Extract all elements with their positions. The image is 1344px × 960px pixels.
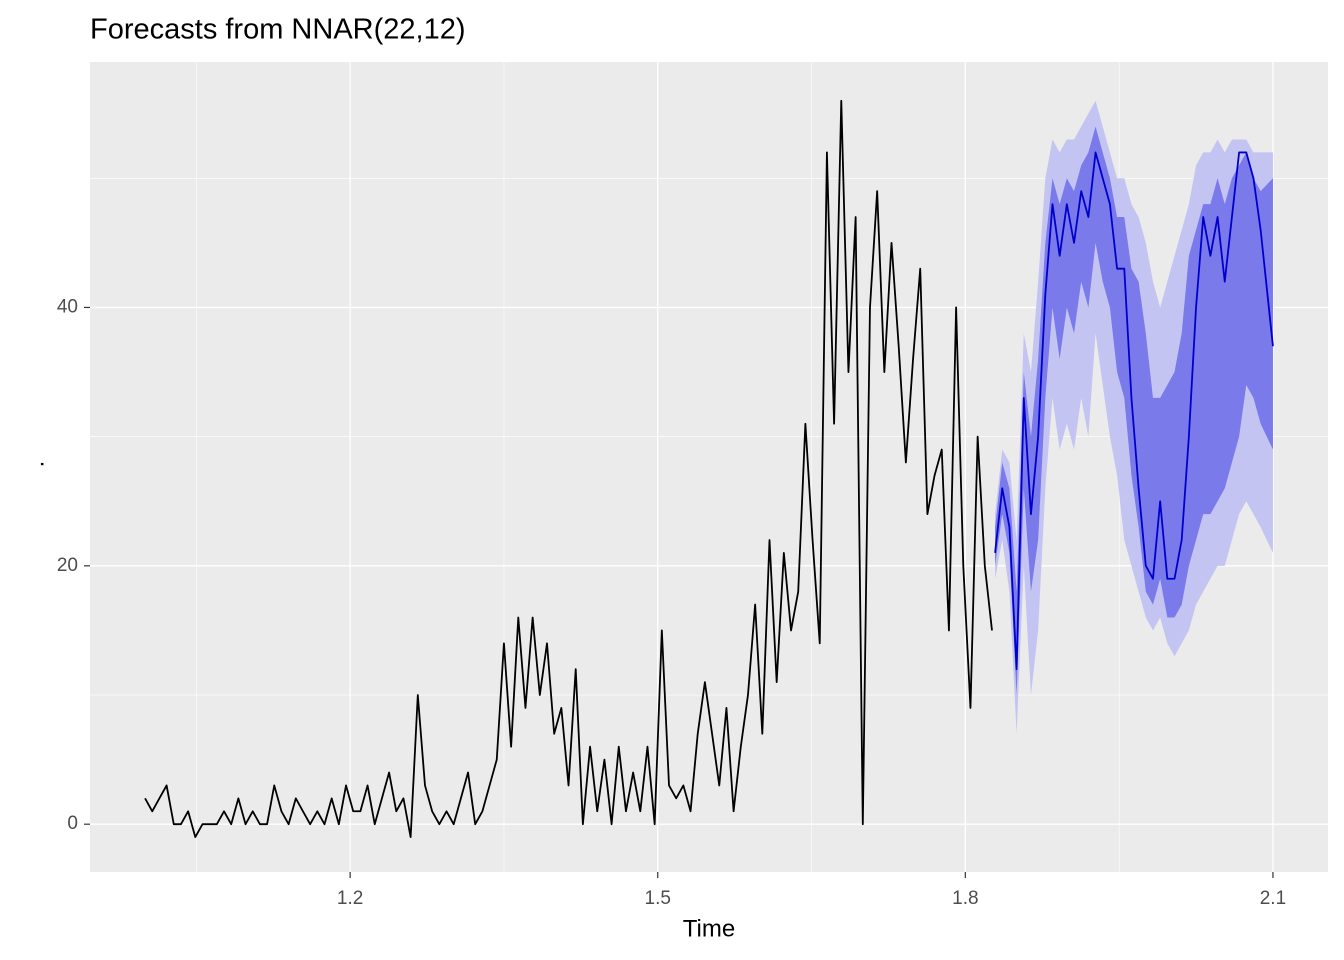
series-line xyxy=(994,151,1274,671)
marks xyxy=(144,99,1274,839)
x-tick-label: 1.2 xyxy=(337,888,363,909)
x-tick-label: 2.1 xyxy=(1260,888,1286,909)
x-tick-label: 1.5 xyxy=(645,888,671,909)
labels: 1.2 1.5 1.8 2.1 0 20 40 xyxy=(57,296,1286,909)
y-tick-label: 0 xyxy=(67,813,78,834)
prediction-band xyxy=(995,126,1273,696)
x-axis-label: Time xyxy=(683,915,735,942)
y-axis-label: . xyxy=(22,461,49,468)
x-tick-label: 1.8 xyxy=(952,888,978,909)
chart-title: Forecasts from NNAR(22,12) xyxy=(90,14,466,46)
series-line xyxy=(144,99,993,839)
y-tick-label: 40 xyxy=(57,296,78,317)
y-tick-label: 20 xyxy=(57,555,78,576)
